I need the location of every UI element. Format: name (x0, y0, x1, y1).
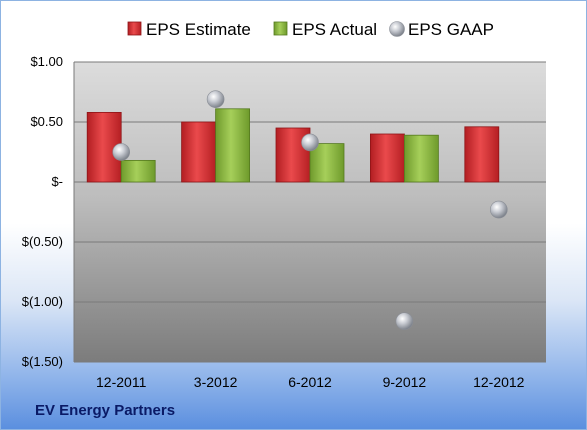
legend-marker (389, 21, 405, 37)
eps-gaap-point (489, 200, 508, 219)
y-axis: $1.00 $0.50 $- $(0.50) $(1.00) $(1.50) (22, 54, 75, 369)
y-tick-label: $- (51, 174, 63, 189)
x-tick-label: 12-2012 (473, 374, 525, 390)
eps-actual-bar (120, 159, 156, 183)
x-tick-label: 12-2011 (96, 374, 147, 390)
eps-gaap-point (301, 133, 319, 152)
legend-label: EPS Actual (292, 20, 377, 39)
eps-gaap-point (206, 90, 225, 108)
eps-actual-bar (215, 108, 251, 183)
eps-actual-bar (403, 134, 439, 183)
eps-gaap-point (395, 312, 414, 331)
x-axis: 12-2011 3-2012 6-2012 9-2012 12-2012 (96, 374, 525, 390)
eps-estimate-bar (181, 121, 217, 183)
y-tick-label: $0.50 (30, 114, 63, 129)
eps-estimate-bar (369, 133, 405, 183)
company-name: EV Energy Partners (35, 402, 176, 419)
legend-marker (127, 21, 142, 36)
eps-gaap-point (112, 143, 130, 161)
x-tick-label: 9-2012 (383, 374, 427, 390)
y-tick-label: $(0.50) (22, 234, 63, 249)
y-tick-label: $(1.50) (22, 354, 63, 369)
x-tick-label: 6-2012 (288, 374, 332, 390)
legend: EPS Estimate EPS Actual EPS GAAP (127, 20, 494, 39)
x-tick-label: 3-2012 (194, 374, 238, 390)
eps-actual-bar (309, 143, 345, 183)
legend-label: EPS Estimate (146, 20, 251, 39)
y-tick-label: $(1.00) (22, 294, 63, 309)
legend-marker (273, 21, 288, 36)
legend-label: EPS GAAP (408, 20, 494, 39)
plot-area (74, 62, 546, 362)
bar-series (86, 108, 500, 183)
eps-estimate-bar (464, 126, 500, 183)
y-tick-label: $1.00 (30, 54, 63, 69)
gaap-points (112, 90, 508, 331)
